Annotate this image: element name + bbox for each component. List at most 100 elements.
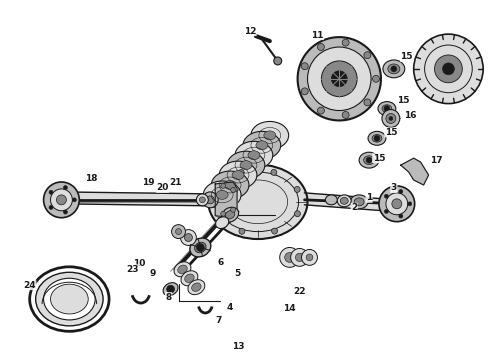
Text: 2: 2 (351, 203, 357, 212)
Circle shape (184, 234, 193, 242)
Text: 3: 3 (391, 184, 397, 193)
Text: 15: 15 (373, 154, 385, 163)
Circle shape (220, 184, 226, 188)
Ellipse shape (337, 195, 351, 207)
Ellipse shape (350, 195, 368, 209)
Circle shape (294, 211, 300, 217)
Ellipse shape (225, 211, 235, 219)
Ellipse shape (240, 161, 252, 170)
Circle shape (291, 248, 309, 266)
Circle shape (202, 192, 218, 208)
Circle shape (382, 109, 400, 127)
Circle shape (331, 71, 347, 87)
Ellipse shape (378, 102, 396, 116)
Circle shape (271, 228, 277, 234)
Text: 13: 13 (232, 342, 245, 351)
Ellipse shape (224, 180, 236, 189)
Circle shape (384, 105, 390, 112)
Ellipse shape (372, 135, 382, 142)
Circle shape (342, 39, 349, 46)
Ellipse shape (216, 217, 229, 229)
Ellipse shape (359, 152, 379, 168)
Circle shape (49, 206, 53, 210)
Ellipse shape (36, 272, 103, 326)
Ellipse shape (219, 161, 257, 189)
Text: 12: 12 (244, 27, 256, 36)
Circle shape (384, 194, 389, 198)
Circle shape (196, 243, 204, 251)
Ellipse shape (203, 181, 241, 209)
Circle shape (44, 182, 79, 218)
Circle shape (280, 247, 299, 267)
Text: 15: 15 (400, 53, 413, 62)
Text: 11: 11 (311, 31, 324, 40)
Circle shape (216, 187, 221, 193)
Polygon shape (215, 182, 237, 218)
Ellipse shape (216, 190, 228, 199)
Ellipse shape (174, 262, 191, 277)
Circle shape (386, 193, 408, 215)
Polygon shape (305, 193, 397, 212)
Text: 7: 7 (215, 316, 221, 325)
Circle shape (167, 285, 174, 293)
Ellipse shape (325, 195, 337, 205)
Text: 6: 6 (217, 258, 223, 267)
Circle shape (366, 157, 372, 163)
Circle shape (364, 52, 371, 59)
Text: 1: 1 (366, 193, 372, 202)
Text: 9: 9 (149, 269, 156, 278)
Circle shape (271, 170, 277, 175)
Ellipse shape (192, 283, 201, 291)
Text: 8: 8 (166, 293, 171, 302)
Circle shape (180, 230, 196, 246)
Text: 15: 15 (397, 96, 410, 105)
Text: 14: 14 (283, 305, 296, 314)
Circle shape (308, 47, 371, 111)
Circle shape (231, 188, 236, 192)
Circle shape (389, 117, 393, 121)
Circle shape (172, 225, 185, 239)
Text: 20: 20 (156, 184, 169, 193)
Ellipse shape (185, 274, 194, 283)
Circle shape (199, 197, 205, 203)
Polygon shape (59, 192, 210, 206)
Circle shape (49, 190, 53, 194)
Circle shape (295, 253, 304, 262)
Circle shape (321, 61, 357, 96)
Circle shape (399, 190, 403, 194)
Circle shape (175, 229, 181, 235)
Circle shape (414, 34, 483, 104)
Text: 10: 10 (133, 259, 145, 268)
Circle shape (239, 228, 245, 234)
Circle shape (386, 113, 396, 123)
Circle shape (392, 199, 402, 209)
Circle shape (206, 196, 214, 204)
Circle shape (216, 211, 221, 217)
Ellipse shape (382, 105, 392, 112)
Ellipse shape (232, 171, 244, 180)
Circle shape (274, 57, 282, 65)
Ellipse shape (364, 156, 374, 165)
Circle shape (318, 107, 324, 114)
Ellipse shape (208, 165, 308, 239)
Polygon shape (401, 158, 429, 185)
Ellipse shape (50, 284, 88, 314)
Circle shape (306, 254, 313, 261)
Ellipse shape (235, 141, 273, 169)
Circle shape (391, 66, 397, 72)
Ellipse shape (195, 242, 206, 253)
Ellipse shape (368, 131, 386, 145)
Text: 16: 16 (404, 111, 417, 120)
Text: 18: 18 (85, 174, 98, 183)
Circle shape (342, 112, 349, 118)
Circle shape (294, 186, 300, 192)
Ellipse shape (383, 60, 405, 78)
Circle shape (435, 55, 462, 83)
Circle shape (301, 249, 318, 265)
Circle shape (63, 210, 68, 214)
Ellipse shape (178, 265, 187, 274)
Text: 17: 17 (430, 156, 443, 165)
Ellipse shape (190, 238, 211, 257)
Ellipse shape (221, 207, 239, 222)
Circle shape (220, 211, 226, 216)
